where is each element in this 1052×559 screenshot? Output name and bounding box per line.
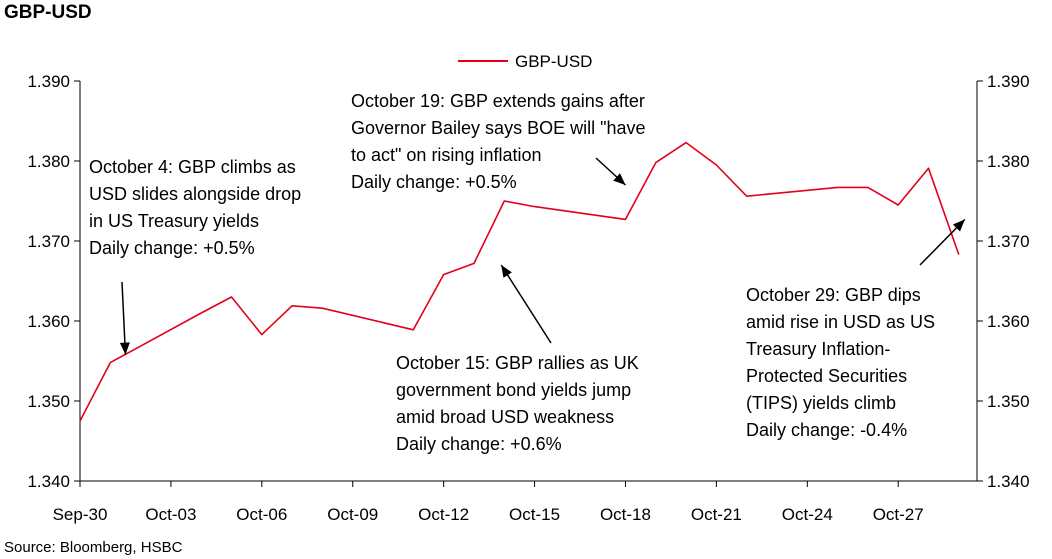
x-tick-label: Sep-30 <box>53 505 108 524</box>
source-note: Source: Bloomberg, HSBC <box>4 539 183 556</box>
left-y-tick-label: 1.360 <box>27 312 70 331</box>
annotation-arrowhead-oct4 <box>119 342 130 355</box>
right-y-tick-label: 1.380 <box>987 152 1030 171</box>
right-y-tick-label: 1.390 <box>987 72 1030 91</box>
x-tick-label: Oct-27 <box>873 505 924 524</box>
left-y-tick-label: 1.350 <box>27 392 70 411</box>
x-tick-label: Oct-15 <box>509 505 560 524</box>
annotation-oct29: October 29: GBP dips amid rise in USD as… <box>746 285 936 440</box>
right-y-tick-label: 1.370 <box>987 232 1030 251</box>
annotation-oct19: October 19: GBP extends gains after Gove… <box>351 91 646 192</box>
x-tick-label: Oct-24 <box>782 505 833 524</box>
right-y-tick-label: 1.350 <box>987 392 1030 411</box>
series-line-gbp-usd <box>79 141 960 422</box>
left-y-tick-label: 1.370 <box>27 232 70 251</box>
x-tick-label: Oct-09 <box>327 505 378 524</box>
right-y-tick-label: 1.340 <box>987 472 1030 491</box>
annotation-arrowhead-oct15 <box>501 265 512 278</box>
annotation-arrow-oct15 <box>500 264 552 344</box>
right-y-tick-label: 1.360 <box>987 312 1030 331</box>
annotation-arrowhead-oct29 <box>952 219 965 232</box>
x-tick-label: Oct-12 <box>418 505 469 524</box>
legend-label: GBP-USD <box>515 52 592 71</box>
left-y-tick-label: 1.390 <box>27 72 70 91</box>
x-tick-label: Oct-06 <box>236 505 287 524</box>
x-tick-label: Oct-18 <box>600 505 651 524</box>
annotation-oct4: October 4: GBP climbs as USD slides alon… <box>89 157 302 258</box>
x-tick-label: Oct-03 <box>145 505 196 524</box>
annotation-arrowhead-oct19 <box>613 173 626 185</box>
left-y-tick-label: 1.380 <box>27 152 70 171</box>
annotation-oct15: October 15: GBP rallies as UK government… <box>396 353 639 454</box>
x-tick-label: Oct-21 <box>691 505 742 524</box>
chart-title: GBP-USD <box>4 2 92 23</box>
left-y-tick-label: 1.340 <box>27 472 70 491</box>
annotation-arrow-oct4 <box>121 281 127 355</box>
